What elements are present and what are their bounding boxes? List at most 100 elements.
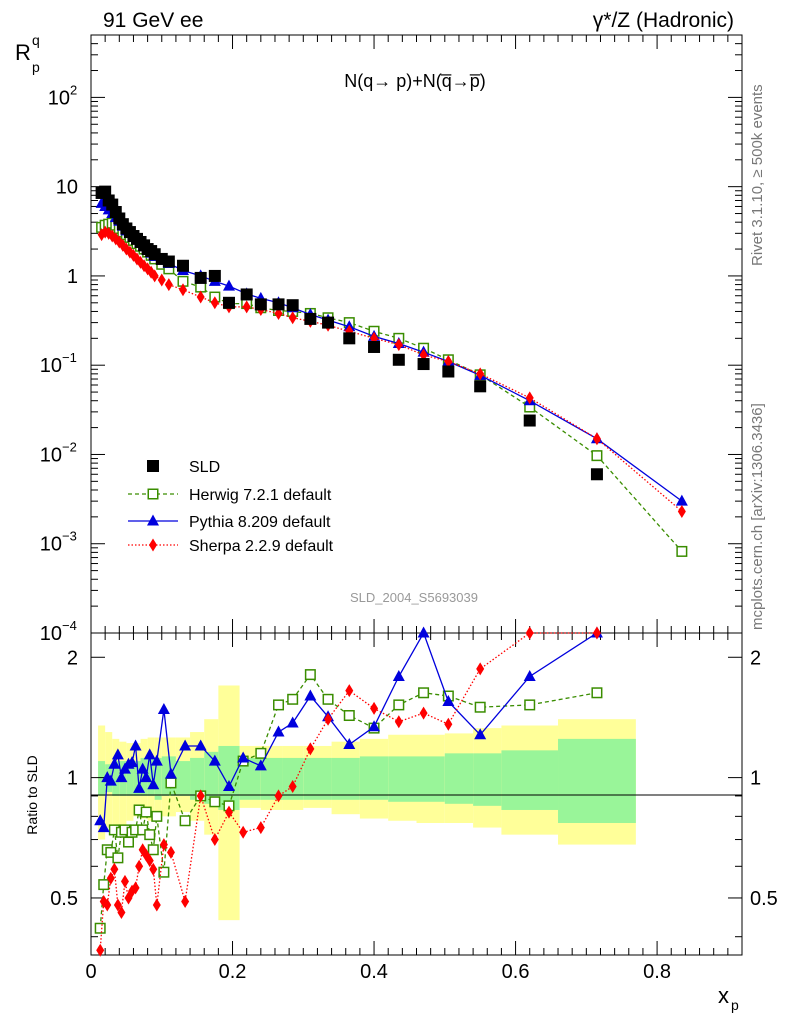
ratio-point xyxy=(120,874,129,888)
ratio-point xyxy=(136,762,149,774)
ratio-point xyxy=(474,728,487,740)
data-point xyxy=(210,296,219,310)
data-point xyxy=(208,269,221,282)
legend-label: Pythia 8.209 default xyxy=(189,514,331,531)
ratio-ytick-label-left: 1 xyxy=(67,768,78,790)
ratio-ytick-label-left: 0.5 xyxy=(50,888,78,910)
ratio-point xyxy=(179,739,192,751)
legend: SLD Herwig 7.2.1 default Pythia 8.209 defa… xyxy=(128,459,334,555)
ratio-band-inner xyxy=(501,750,559,810)
ratio-ytick-label-right: 2 xyxy=(750,647,761,669)
data-point xyxy=(444,355,453,369)
ratio-point xyxy=(140,806,152,818)
main-title: N(q→ p)+N(q̅→p̅) xyxy=(344,71,486,91)
main-ytick-label: 1 xyxy=(67,266,78,288)
data-point xyxy=(592,432,601,446)
main-ytick-label: 10 xyxy=(56,177,78,199)
ratio-band-inner xyxy=(133,761,141,796)
ratio-point xyxy=(474,701,486,713)
ratio-band-inner xyxy=(558,738,636,823)
main-ytick-label: 10 −2 xyxy=(40,439,77,466)
ratio-point xyxy=(343,710,355,722)
y-axis-label-main: R xyxy=(15,40,31,65)
data-point xyxy=(677,504,686,518)
legend-label: SLD xyxy=(189,459,220,476)
data-point xyxy=(368,340,381,353)
ratio-point xyxy=(147,844,159,856)
data-point xyxy=(392,353,405,366)
ytick-base: 10 xyxy=(48,87,70,109)
ytick-exp: −2 xyxy=(62,439,77,454)
data-point xyxy=(474,380,487,393)
ratio-point xyxy=(392,670,405,682)
ratio-point xyxy=(368,720,381,732)
ratio-point xyxy=(145,854,154,868)
ratio-point xyxy=(112,852,124,864)
ytick-base: 10 xyxy=(40,355,62,377)
ratio-series-pythia-8-209-default xyxy=(94,626,603,833)
ratio-band-inner xyxy=(444,753,474,804)
ratio-point xyxy=(322,693,334,705)
data-point xyxy=(288,311,297,325)
ratio-point xyxy=(135,859,144,873)
data-point xyxy=(590,468,603,481)
ratio-point xyxy=(224,805,233,819)
ratio-point xyxy=(254,759,267,771)
ratio-point xyxy=(110,862,119,876)
ratio-point xyxy=(104,774,117,786)
legend-marker xyxy=(147,460,159,472)
x-axis-label-main: x xyxy=(718,983,729,1008)
ratio-xtick-label: 0 xyxy=(85,961,96,983)
data-point xyxy=(591,450,603,462)
ratio-point xyxy=(393,699,405,711)
ratio-point xyxy=(166,845,175,859)
main-ytick-label: 10 2 xyxy=(48,82,77,109)
ratio-point xyxy=(111,748,124,760)
ytick-base: 10 xyxy=(56,177,78,199)
ratio-point xyxy=(149,862,158,876)
ratio-point xyxy=(194,739,207,751)
ratio-ytick-label-left: 2 xyxy=(67,647,78,669)
ratio-band-inner xyxy=(112,761,120,796)
data-point xyxy=(343,332,356,345)
data-point xyxy=(240,288,253,301)
ratio-band-inner xyxy=(154,757,162,800)
ytick-base: 10 xyxy=(40,534,62,556)
data-point xyxy=(157,273,166,287)
main-panel: N(q→ p)+N(q̅→p̅) SLD_2004_S5693039 R q p… xyxy=(15,32,743,645)
ratio-band-inner xyxy=(282,757,304,800)
data-point xyxy=(194,271,207,284)
ratio-point xyxy=(143,748,156,760)
ratio-band-inner xyxy=(218,745,240,810)
ratio-point xyxy=(304,689,317,701)
data-point xyxy=(196,290,205,304)
ratio-ytick-label-right: 1 xyxy=(750,768,761,790)
main-ytick-label: 10 −4 xyxy=(40,618,77,645)
ratio-point xyxy=(152,898,161,912)
y-axis-label: R q p xyxy=(15,32,40,75)
ratio-point xyxy=(94,922,106,934)
legend-item: Sherpa 2.2.9 default xyxy=(128,538,334,555)
ratio-band-inner xyxy=(359,756,389,800)
ratio-point xyxy=(272,725,285,737)
data-point xyxy=(222,296,235,309)
ratio-band-inner xyxy=(388,756,417,802)
ratio-band-inner xyxy=(473,753,502,806)
ratio-point xyxy=(418,687,430,699)
x-axis-label-sub: p xyxy=(731,997,739,1013)
data-point xyxy=(304,312,317,325)
legend-label: Sherpa 2.2.9 default xyxy=(189,538,334,555)
main-ytick-label: 10 −3 xyxy=(40,529,77,556)
ratio-point xyxy=(286,716,299,728)
ratio-point xyxy=(96,943,105,957)
ratio-point xyxy=(181,894,190,908)
ytick-base: 1 xyxy=(67,266,78,288)
ratio-point xyxy=(523,670,536,682)
ratio-point xyxy=(144,829,156,841)
ratio-point xyxy=(370,701,379,715)
ratio-point xyxy=(165,777,177,789)
legend-item: Herwig 7.2.1 default xyxy=(128,487,332,504)
ratio-series-sherpa-2-2-9-default xyxy=(96,626,601,957)
ratio-point xyxy=(115,771,128,783)
